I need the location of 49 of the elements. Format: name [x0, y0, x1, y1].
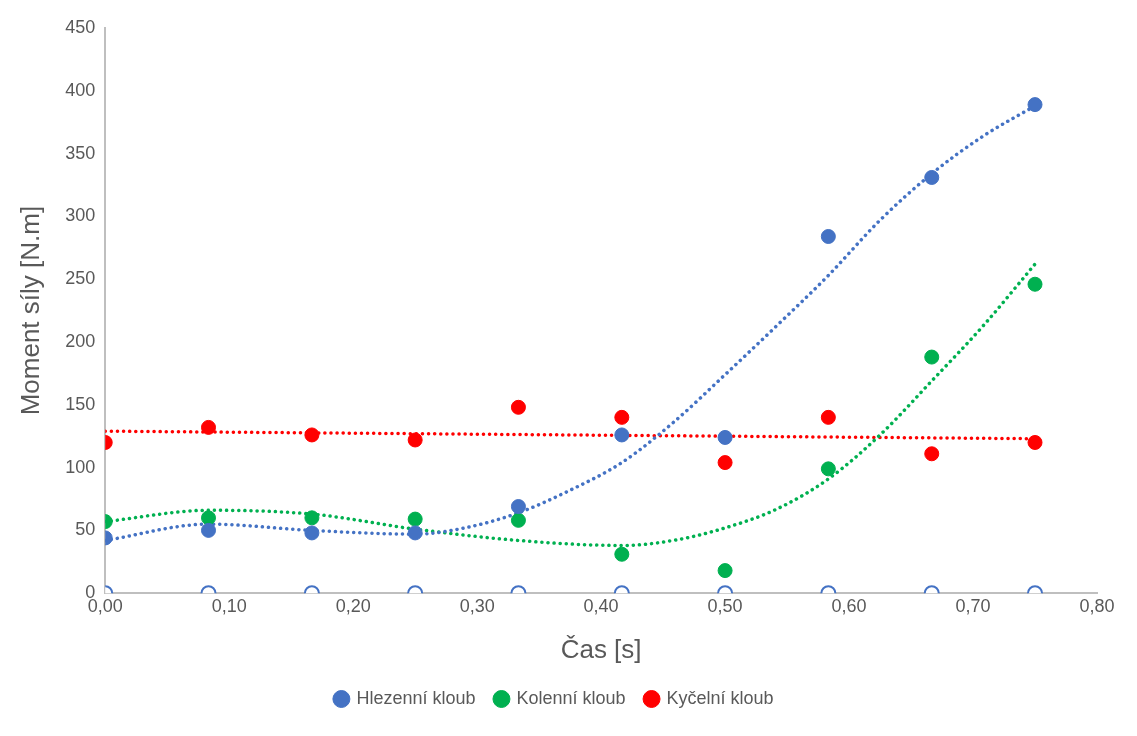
legend-label: Hlezenní kloub: [356, 687, 476, 708]
point: [614, 427, 630, 443]
point: [1027, 434, 1043, 450]
point: [407, 432, 423, 448]
point: [510, 499, 526, 515]
point: [924, 169, 940, 185]
point: [820, 229, 836, 244]
point: [820, 461, 836, 477]
point: [614, 409, 630, 425]
y-tick-label: 450: [65, 16, 96, 37]
point: [924, 446, 940, 462]
point: [201, 510, 216, 526]
y-tick-label: 250: [65, 268, 96, 289]
y-tick-label: 350: [65, 142, 96, 163]
x-tick-label: 0,60: [831, 595, 867, 616]
point: [717, 563, 733, 579]
x-tick-label: 0,10: [211, 595, 247, 616]
point: [924, 349, 940, 365]
point: [1027, 97, 1043, 113]
x-axis-title: Čas [s]: [560, 633, 642, 664]
y-axis-title: Moment síly [N.m]: [14, 205, 45, 416]
y-tick-label: 300: [65, 205, 96, 226]
point: [510, 512, 526, 528]
y-tick-label: 200: [65, 330, 96, 351]
y-tick-label: 50: [75, 519, 96, 540]
x-tick-label: 0,20: [335, 595, 371, 616]
legend-label: Kolenní kloub: [516, 687, 626, 708]
point: [1027, 276, 1043, 292]
legend-label: Kyčelní kloub: [666, 687, 774, 708]
point: [717, 455, 733, 471]
point: [201, 419, 216, 435]
x-tick-label: 0,40: [583, 595, 619, 616]
y-tick-label: 150: [65, 393, 96, 414]
point: [304, 510, 320, 526]
x-tick-label: 0,50: [707, 595, 743, 616]
point: [614, 546, 630, 562]
point: [407, 511, 423, 527]
point: [510, 399, 526, 415]
x-tick-label: 0,80: [1079, 595, 1115, 616]
point: [201, 522, 216, 538]
x-tick-label: 0,30: [459, 595, 495, 616]
y-tick-label: 400: [65, 79, 96, 100]
point: [304, 427, 320, 443]
point: [407, 525, 423, 541]
point: [304, 525, 320, 541]
x-tick-label: 0,70: [955, 595, 991, 616]
y-tick-label: 100: [65, 456, 96, 477]
point: [717, 429, 733, 445]
point: [820, 409, 836, 425]
